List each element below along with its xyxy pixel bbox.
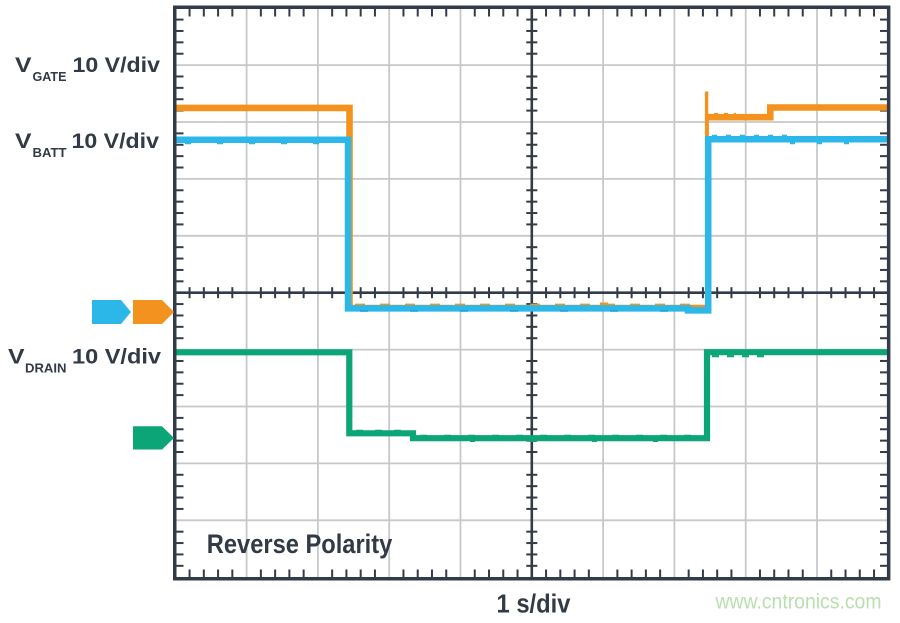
svg-text:V: V	[15, 54, 32, 77]
svg-text:DRAIN: DRAIN	[25, 361, 67, 375]
svg-text:www.cntronics.com: www.cntronics.com	[715, 591, 882, 614]
svg-text:1 s/div: 1 s/div	[497, 590, 572, 618]
svg-text:10 V/div: 10 V/div	[72, 346, 161, 369]
svg-text:GATE: GATE	[33, 70, 67, 84]
svg-text:10 V/div: 10 V/div	[73, 54, 161, 77]
svg-text:10 V/div: 10 V/div	[72, 130, 160, 153]
svg-text:V: V	[8, 346, 25, 369]
svg-text:Reverse Polarity: Reverse Polarity	[207, 529, 393, 559]
svg-text:BATT: BATT	[33, 146, 67, 160]
svg-text:V: V	[15, 130, 32, 153]
